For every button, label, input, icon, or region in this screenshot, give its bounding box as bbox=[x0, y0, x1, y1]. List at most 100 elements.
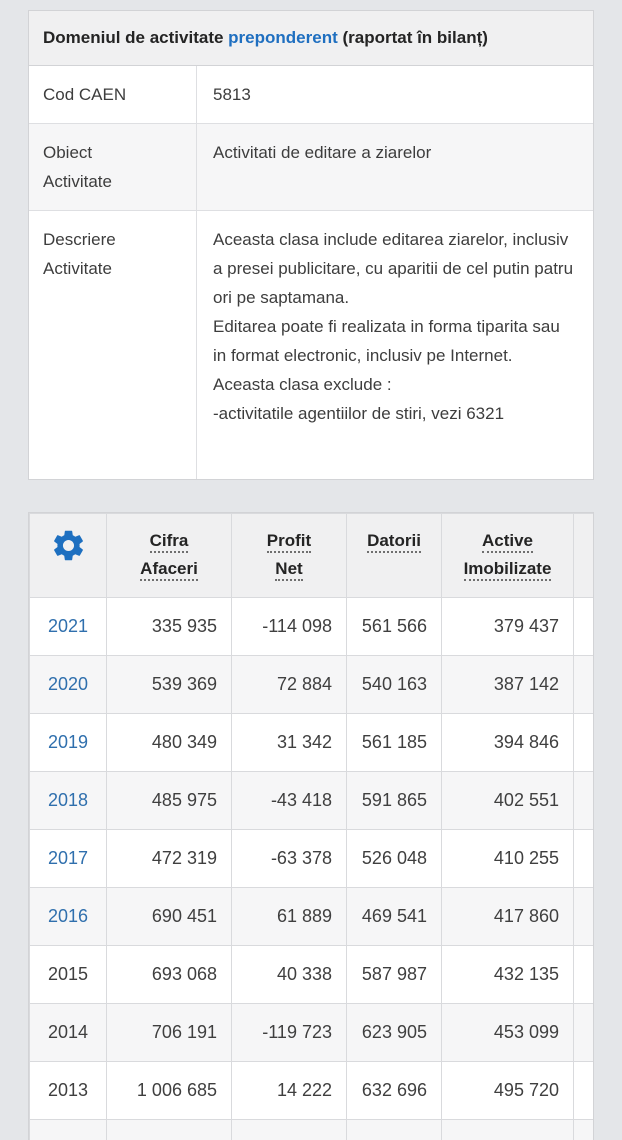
clipped-cell bbox=[573, 1003, 593, 1062]
column-header-clipped[interactable]: C bbox=[573, 513, 593, 598]
clipped-cell bbox=[573, 887, 593, 946]
row-obiect-activitate: Obiect Activitate Activitati de editare … bbox=[29, 124, 593, 211]
profit-net-value: 14 222 bbox=[231, 1061, 347, 1120]
datorii-value bbox=[346, 1119, 442, 1140]
obiect-activitate-value: Activitati de editare a ziarelor bbox=[213, 143, 432, 162]
table-row-2014: 2014 706 191 -119 723 623 905 453 099 bbox=[29, 1003, 593, 1062]
table-row-2017: 2017 472 319 -63 378 526 048 410 255 bbox=[29, 829, 593, 888]
clipped-cell bbox=[573, 713, 593, 772]
financials-table: Cifra Afaceri Profit Net Datorii Active … bbox=[29, 513, 593, 1140]
year-link-2020[interactable]: 2020 bbox=[47, 674, 89, 694]
clipped-cell bbox=[573, 597, 593, 656]
year-cell bbox=[29, 1119, 107, 1140]
cifra-afaceri-value: 1 006 685 bbox=[106, 1061, 232, 1120]
financials-header-row: Cifra Afaceri Profit Net Datorii Active … bbox=[29, 513, 593, 598]
clipped-cell bbox=[573, 655, 593, 714]
active-imobilizate-value: 410 255 bbox=[441, 829, 574, 888]
cifra-afaceri-value bbox=[106, 1119, 232, 1140]
column-header-profit-net[interactable]: Profit Net bbox=[231, 513, 347, 598]
year-cell: 2021 bbox=[29, 597, 107, 656]
column-header-cifra-afaceri[interactable]: Cifra Afaceri bbox=[106, 513, 232, 598]
obiect-activitate-label: Obiect Activitate bbox=[29, 124, 197, 210]
active-imobilizate-value: 402 551 bbox=[441, 771, 574, 830]
datorii-value: 540 163 bbox=[346, 655, 442, 714]
descriere-activitate-label: Descriere Activitate bbox=[29, 211, 197, 479]
gear-icon bbox=[50, 530, 87, 568]
year-cell: 2013 bbox=[29, 1061, 107, 1120]
table-row-2015: 2015 693 068 40 338 587 987 432 135 bbox=[29, 945, 593, 1004]
year-cell: 2015 bbox=[29, 945, 107, 1004]
clipped-cell bbox=[573, 945, 593, 1004]
datorii-value: 469 541 bbox=[346, 887, 442, 946]
column-header-active-imobilizate[interactable]: Active Imobilizate bbox=[441, 513, 574, 598]
row-cod-caen: Cod CAEN 5813 bbox=[29, 66, 593, 124]
datorii-value: 591 865 bbox=[346, 771, 442, 830]
active-imobilizate-value bbox=[441, 1119, 574, 1140]
financials-table-wrapper: Cifra Afaceri Profit Net Datorii Active … bbox=[28, 512, 594, 1140]
active-imobilizate-value: 495 720 bbox=[441, 1061, 574, 1120]
profit-net-value: 31 342 bbox=[231, 713, 347, 772]
settings-button[interactable] bbox=[29, 513, 107, 598]
cifra-afaceri-value: 539 369 bbox=[106, 655, 232, 714]
profit-net-value: -119 723 bbox=[231, 1003, 347, 1062]
cifra-afaceri-value: 690 451 bbox=[106, 887, 232, 946]
datorii-value: 526 048 bbox=[346, 829, 442, 888]
descriere-activitate-value: Aceasta clasa include editarea ziarelor,… bbox=[213, 230, 574, 423]
title-suffix: (raportat în bilanț) bbox=[337, 28, 488, 47]
year-link-2021[interactable]: 2021 bbox=[47, 616, 89, 636]
activity-card: Domeniul de activitate preponderent (rap… bbox=[28, 10, 594, 480]
year-link-2019[interactable]: 2019 bbox=[47, 732, 89, 752]
profit-net-value: 61 889 bbox=[231, 887, 347, 946]
year-cell: 2019 bbox=[29, 713, 107, 772]
cod-caen-label: Cod CAEN bbox=[29, 66, 197, 123]
clipped-cell bbox=[573, 771, 593, 830]
year-cell: 2017 bbox=[29, 829, 107, 888]
cifra-afaceri-value: 693 068 bbox=[106, 945, 232, 1004]
active-imobilizate-value: 394 846 bbox=[441, 713, 574, 772]
title-prefix: Domeniul de activitate bbox=[43, 28, 229, 47]
row-descriere-activitate: Descriere Activitate Aceasta clasa inclu… bbox=[29, 211, 593, 479]
cifra-afaceri-value: 480 349 bbox=[106, 713, 232, 772]
year-cell: 2020 bbox=[29, 655, 107, 714]
table-row-2013: 2013 1 006 685 14 222 632 696 495 720 bbox=[29, 1061, 593, 1120]
year-link-2018[interactable]: 2018 bbox=[47, 790, 89, 810]
active-imobilizate-value: 453 099 bbox=[441, 1003, 574, 1062]
clipped-cell bbox=[573, 829, 593, 888]
table-row-2020: 2020 539 369 72 884 540 163 387 142 bbox=[29, 655, 593, 714]
cifra-afaceri-value: 335 935 bbox=[106, 597, 232, 656]
profit-net-value: -114 098 bbox=[231, 597, 347, 656]
profit-net-value: 72 884 bbox=[231, 655, 347, 714]
table-row-2016: 2016 690 451 61 889 469 541 417 860 bbox=[29, 887, 593, 946]
cifra-afaceri-value: 485 975 bbox=[106, 771, 232, 830]
profit-net-value: -63 378 bbox=[231, 829, 347, 888]
datorii-value: 632 696 bbox=[346, 1061, 442, 1120]
profit-net-value: -43 418 bbox=[231, 771, 347, 830]
datorii-value: 561 566 bbox=[346, 597, 442, 656]
preponderent-link[interactable]: preponderent bbox=[228, 28, 338, 47]
table-row-2018: 2018 485 975 -43 418 591 865 402 551 bbox=[29, 771, 593, 830]
active-imobilizate-value: 379 437 bbox=[441, 597, 574, 656]
table-row-2019: 2019 480 349 31 342 561 185 394 846 bbox=[29, 713, 593, 772]
active-imobilizate-value: 417 860 bbox=[441, 887, 574, 946]
year-cell: 2018 bbox=[29, 771, 107, 830]
datorii-value: 623 905 bbox=[346, 1003, 442, 1062]
year-cell: 2016 bbox=[29, 887, 107, 946]
table-row-partial bbox=[29, 1119, 593, 1140]
activity-card-title: Domeniul de activitate preponderent (rap… bbox=[29, 11, 593, 66]
active-imobilizate-value: 432 135 bbox=[441, 945, 574, 1004]
cifra-afaceri-value: 472 319 bbox=[106, 829, 232, 888]
year-link-2017[interactable]: 2017 bbox=[47, 848, 89, 868]
table-row-2021: 2021 335 935 -114 098 561 566 379 437 bbox=[29, 597, 593, 656]
clipped-cell bbox=[573, 1119, 593, 1140]
datorii-value: 561 185 bbox=[346, 713, 442, 772]
year-link-2016[interactable]: 2016 bbox=[47, 906, 89, 926]
column-header-datorii[interactable]: Datorii bbox=[346, 513, 442, 598]
profit-net-value bbox=[231, 1119, 347, 1140]
clipped-cell bbox=[573, 1061, 593, 1120]
profit-net-value: 40 338 bbox=[231, 945, 347, 1004]
cifra-afaceri-value: 706 191 bbox=[106, 1003, 232, 1062]
datorii-value: 587 987 bbox=[346, 945, 442, 1004]
cod-caen-value: 5813 bbox=[213, 85, 251, 104]
active-imobilizate-value: 387 142 bbox=[441, 655, 574, 714]
